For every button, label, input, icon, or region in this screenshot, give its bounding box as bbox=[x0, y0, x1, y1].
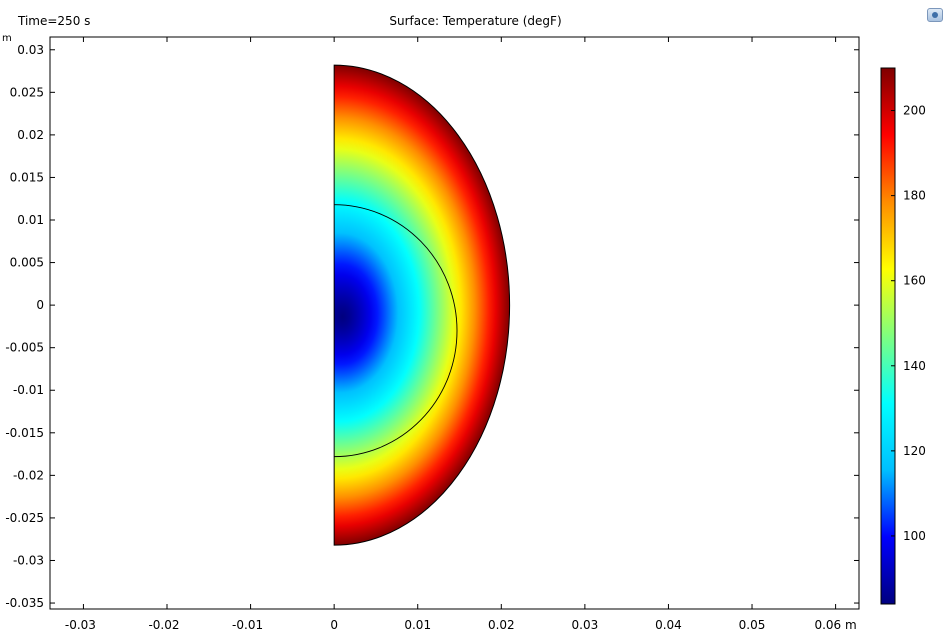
y-tick-label: -0.02 bbox=[13, 468, 44, 482]
x-tick-label: 0.02 bbox=[488, 618, 515, 632]
colorbar-tick-label: 180 bbox=[903, 189, 926, 203]
x-tick-label: 0.05 bbox=[739, 618, 766, 632]
colorbar-tick-label: 200 bbox=[903, 104, 926, 118]
colorbar-tick-label: 140 bbox=[903, 359, 926, 373]
y-tick-label: 0.015 bbox=[10, 170, 44, 184]
y-tick-label: -0.025 bbox=[5, 511, 44, 525]
graphics-toolbar-icon[interactable] bbox=[927, 8, 943, 22]
y-tick-label: -0.005 bbox=[5, 341, 44, 355]
colorbar: 100 120 140 160 180 200 bbox=[880, 67, 926, 605]
colorbar-bar bbox=[880, 67, 896, 605]
x-tick-label: -0.03 bbox=[65, 618, 96, 632]
y-tick-label: 0.005 bbox=[10, 256, 44, 270]
x-tick-label: 0.04 bbox=[655, 618, 682, 632]
inner-boundary bbox=[334, 204, 458, 458]
y-tick-label: 0 bbox=[36, 298, 44, 312]
y-tick-label: -0.015 bbox=[5, 426, 44, 440]
y-tick-label: -0.01 bbox=[13, 383, 44, 397]
x-tick-label: 0.06 m bbox=[814, 618, 856, 632]
y-tick-label: -0.03 bbox=[13, 553, 44, 567]
colorbar-tick-label: 100 bbox=[903, 529, 926, 543]
x-tick-label: -0.02 bbox=[148, 618, 179, 632]
y-tick-label: 0.01 bbox=[17, 213, 44, 227]
y-axis: 0.03 0.025 0.02 0.015 0.01 0.005 0 -0.005 -0.01 -… bbox=[5, 43, 859, 610]
y-tick-label: 0.02 bbox=[17, 128, 44, 142]
x-tick-label: -0.01 bbox=[232, 618, 263, 632]
y-tick-label: 0.03 bbox=[17, 43, 44, 57]
time-label: Time=250 s bbox=[18, 14, 91, 28]
axes-frame bbox=[49, 36, 860, 610]
x-tick-label: 0 bbox=[330, 618, 338, 632]
heat-field bbox=[333, 64, 510, 546]
x-axis: -0.03 -0.02 -0.01 0 0.01 0.02 0.03 0.04 0.05 0.06… bbox=[65, 37, 857, 632]
colorbar-tick-label: 120 bbox=[903, 444, 926, 458]
colorbar-tick-label: 160 bbox=[903, 274, 926, 288]
outer-domain bbox=[333, 64, 510, 546]
plot-border bbox=[49, 36, 860, 610]
y-tick-label: -0.035 bbox=[5, 596, 44, 610]
plot-title: Surface: Temperature (degF) bbox=[389, 14, 562, 28]
y-tick-label: 0.025 bbox=[10, 85, 44, 99]
x-tick-label: 0.01 bbox=[404, 618, 431, 632]
x-tick-label: 0.03 bbox=[572, 618, 599, 632]
axis-unit-label: m bbox=[2, 33, 12, 44]
